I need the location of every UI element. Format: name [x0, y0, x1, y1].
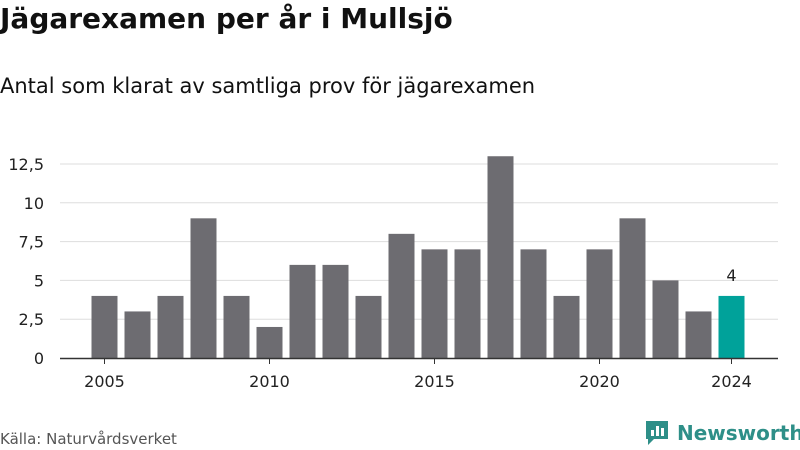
y-tick-label: 5 — [34, 271, 44, 290]
y-tick-label: 12,5 — [8, 155, 44, 174]
x-tick-label: 2020 — [579, 372, 620, 391]
x-tick-label: 2010 — [249, 372, 290, 391]
bar — [355, 295, 382, 358]
bar — [586, 249, 613, 358]
bars — [60, 156, 778, 360]
bar — [520, 249, 547, 358]
brand-logo: Newsworthy — [644, 419, 800, 447]
bar — [619, 218, 646, 358]
bar — [421, 249, 448, 358]
y-tick-label: 0 — [34, 349, 44, 368]
bar — [157, 295, 184, 358]
y-axis-ticks: 0 2,5 5 7,5 10 12,5 — [8, 155, 44, 368]
y-tick-label: 7,5 — [19, 233, 44, 252]
bar — [553, 295, 580, 358]
x-tick-label: 2005 — [84, 372, 125, 391]
bar — [289, 264, 316, 358]
x-tick-label: 2024 — [711, 372, 752, 391]
bar — [487, 156, 514, 358]
source-note: Källa: Naturvårdsverket — [0, 430, 177, 448]
chart-subtitle: Antal som klarat av samtliga prov för jä… — [0, 74, 536, 98]
y-tick-label: 10 — [24, 194, 44, 213]
bar — [388, 233, 415, 358]
data-labels: 4 — [726, 266, 736, 285]
bar — [652, 280, 679, 358]
x-tick-label: 2015 — [414, 372, 455, 391]
bar — [256, 326, 283, 358]
bar — [91, 295, 118, 358]
bar — [322, 264, 349, 358]
bar — [685, 311, 712, 358]
bar — [124, 311, 151, 358]
data-label-highlight: 4 — [726, 266, 736, 285]
x-axis-ticks: 2005 2010 2015 2020 2024 — [84, 358, 752, 391]
bar — [223, 295, 250, 358]
y-tick-label: 2,5 — [19, 310, 44, 329]
newsworthy-icon — [646, 421, 668, 445]
bar — [190, 218, 217, 358]
brand-name: Newsworthy — [677, 421, 800, 445]
bar — [454, 249, 481, 358]
chart-title: Jägarexamen per år i Mullsjö — [0, 2, 453, 35]
bar-highlight — [718, 295, 745, 358]
